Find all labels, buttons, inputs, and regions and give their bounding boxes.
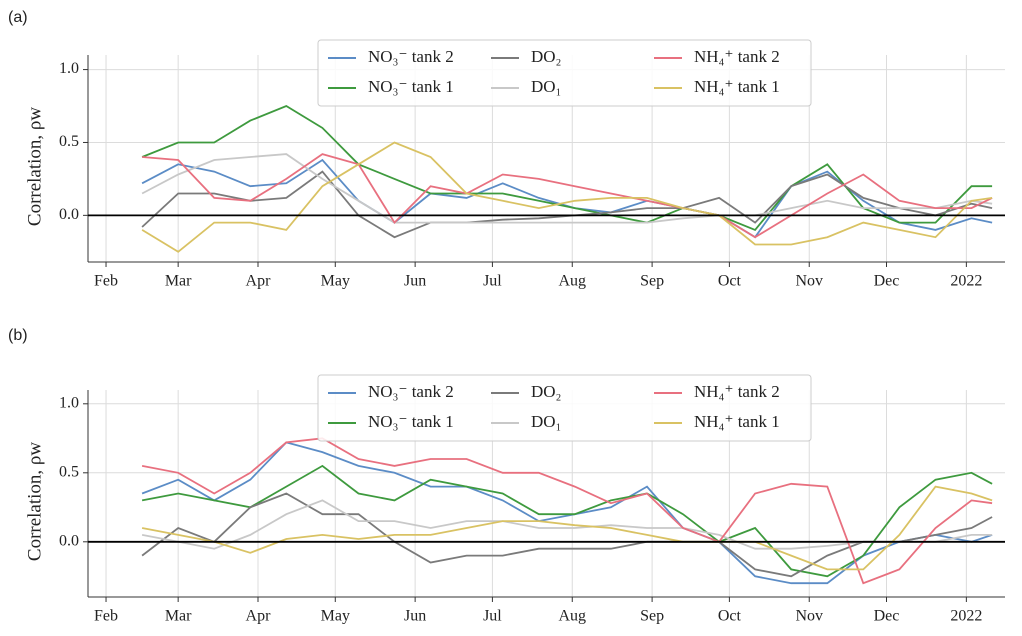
x-tick-label: Sep xyxy=(640,608,664,625)
x-tick-label: Feb xyxy=(94,608,118,625)
legend-label: NO₃⁻ tank 2 xyxy=(368,382,454,401)
legend-label: DO₂ xyxy=(531,47,561,66)
x-tick-label: Dec xyxy=(874,608,900,625)
series-line xyxy=(141,485,993,571)
x-tick-label: Feb xyxy=(94,273,118,290)
legend-label: NH₄⁺ tank 2 xyxy=(694,382,780,401)
x-tick-label: Jul xyxy=(483,608,502,625)
x-tick-label: Oct xyxy=(718,608,742,625)
x-tick-label: Jul xyxy=(483,273,502,290)
legend-label: DO₁ xyxy=(531,412,561,431)
series-line xyxy=(141,441,993,585)
y-tick-label: 0.0 xyxy=(59,206,79,223)
y-tick-label: 0.5 xyxy=(59,463,79,480)
x-tick-label: Mar xyxy=(165,608,192,625)
legend-label: NO₃⁻ tank 1 xyxy=(368,412,454,431)
series-line xyxy=(141,141,993,253)
x-tick-label: Oct xyxy=(718,273,742,290)
x-tick-label: Aug xyxy=(558,608,586,625)
series-line xyxy=(141,437,993,585)
legend-label: NH₄⁺ tank 1 xyxy=(694,77,780,96)
series-line xyxy=(142,153,993,239)
x-tick-label: Nov xyxy=(795,608,823,625)
legend-label: NH₄⁺ tank 2 xyxy=(694,47,780,66)
x-tick-label: May xyxy=(321,608,350,625)
legend-label: NO₃⁻ tank 2 xyxy=(368,47,454,66)
x-tick-label: Apr xyxy=(246,273,272,290)
x-tick-label: Nov xyxy=(795,273,823,290)
series-line xyxy=(141,104,993,231)
legend-box xyxy=(317,374,812,442)
x-tick-label: Sep xyxy=(640,273,664,290)
x-tick-label: Dec xyxy=(874,273,900,290)
x-tick-label: May xyxy=(321,273,350,290)
x-tick-label: Apr xyxy=(246,608,272,625)
series-line xyxy=(141,464,993,578)
y-tick-label: 0.5 xyxy=(59,133,79,150)
x-tick-label: Jun xyxy=(404,608,426,625)
legend-label: DO₂ xyxy=(531,382,561,401)
y-tick-label: 0.0 xyxy=(59,532,79,549)
x-tick-label: Aug xyxy=(558,273,586,290)
legend: NO₃⁻ tank 2 NO₃⁻ tank 1 DO₂ DO₁ NH₄⁺ tank 2 N… xyxy=(317,374,812,442)
y-axis-label: Correlation, ρw xyxy=(24,442,45,562)
legend-label: DO₁ xyxy=(531,77,561,96)
series-line xyxy=(141,492,993,578)
legend-label: NH₄⁺ tank 1 xyxy=(694,412,780,431)
y-axis-label: Correlation, ρw xyxy=(24,107,45,227)
series-line xyxy=(141,153,993,224)
y-tick-label: 1.0 xyxy=(59,60,79,77)
panel-label: (b) xyxy=(8,327,28,344)
legend-box xyxy=(317,39,812,107)
x-tick-label: Jun xyxy=(404,273,426,290)
legend-label: NO₃⁻ tank 1 xyxy=(368,77,454,96)
y-tick-label: 1.0 xyxy=(59,394,79,411)
x-tick-label: Mar xyxy=(165,273,192,290)
legend: NO₃⁻ tank 2 NO₃⁻ tank 1 DO₂ DO₁ NH₄⁺ tank 2 N… xyxy=(317,39,812,107)
x-tick-label: 2022 xyxy=(950,608,982,625)
panel-label: (a) xyxy=(8,9,28,26)
x-tick-label: 2022 xyxy=(950,273,982,290)
